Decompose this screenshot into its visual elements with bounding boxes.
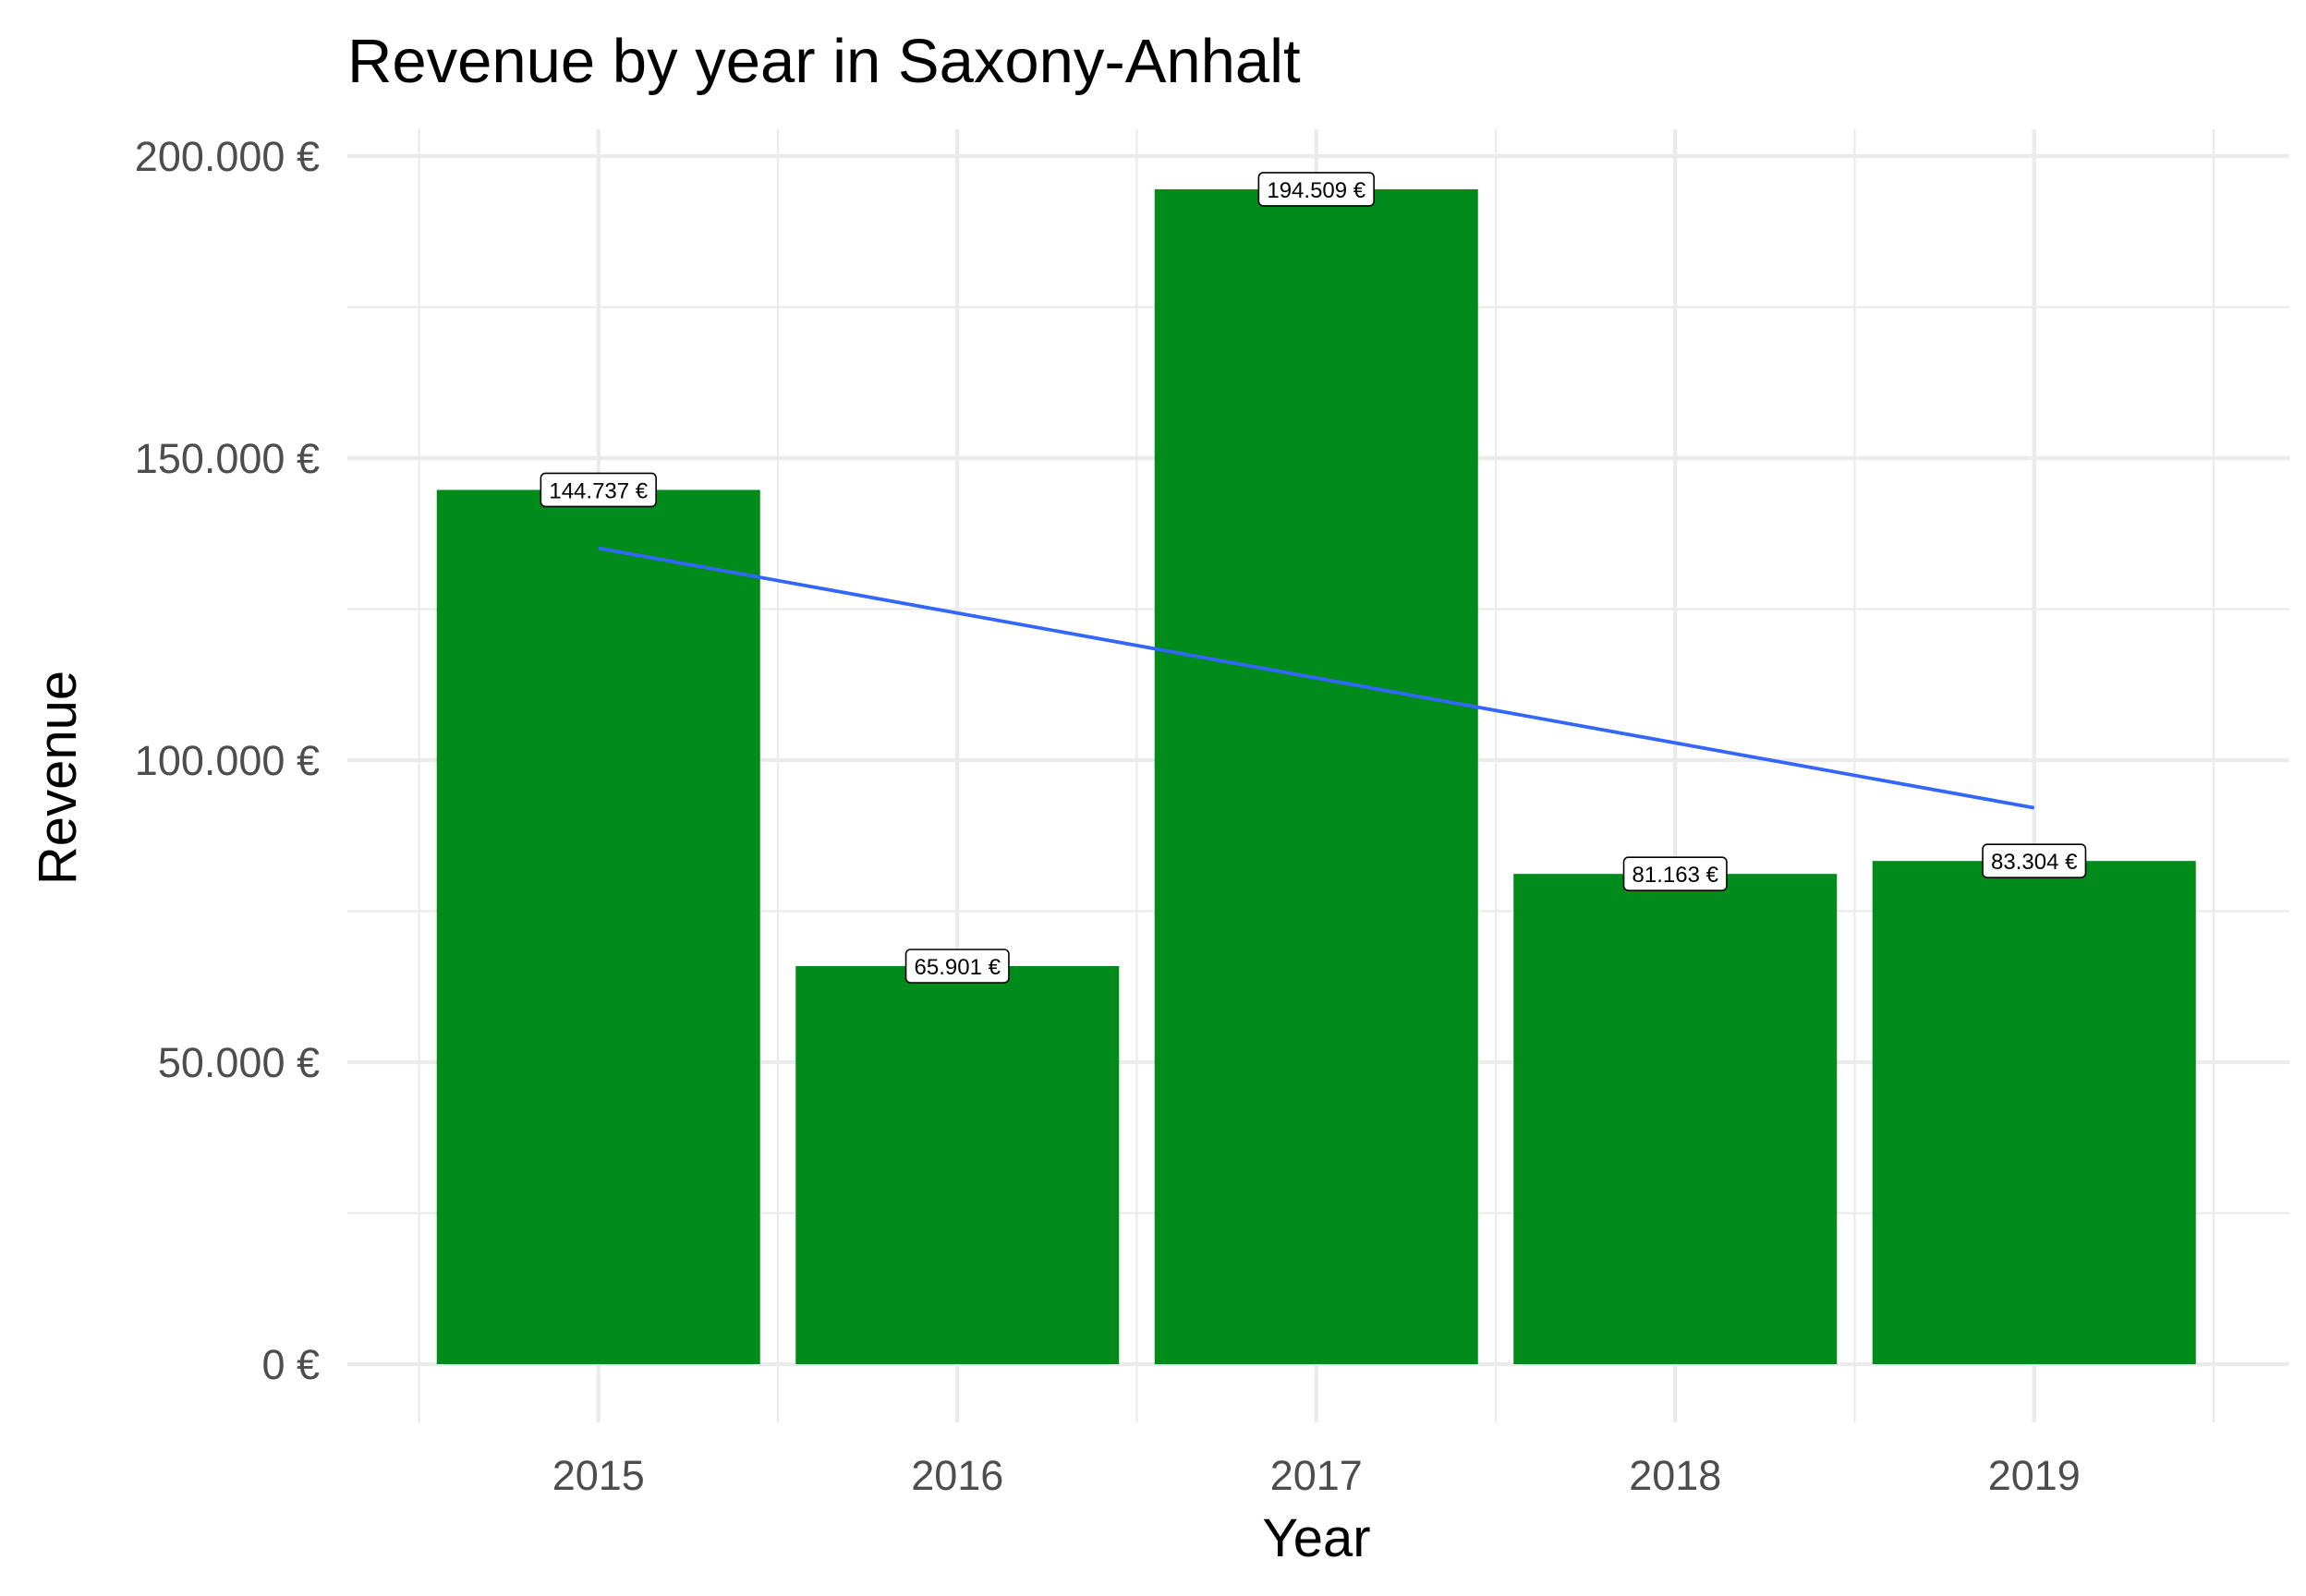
x-axis-ticks: 2015 2016 2017 2018 2019 (552, 1452, 2081, 1499)
data-label-2015: 144.737 € (540, 472, 657, 508)
data-label-2016: 65.901 € (904, 949, 1010, 984)
data-label-text: 83.304 € (1991, 850, 2078, 875)
y-axis-ticks: 0 € 50.000 € 100.000 € 150.000 € 200.000 € (135, 133, 320, 1388)
data-label-2019: 83.304 € (1982, 843, 2087, 878)
y-tick-label: 200.000 € (135, 133, 320, 180)
bar-2016 (795, 966, 1120, 1364)
y-tick-label: 0 € (261, 1341, 320, 1388)
bar-2018 (1513, 874, 1838, 1364)
data-label-box (1982, 843, 2087, 878)
x-tick-label: 2018 (1629, 1452, 1721, 1499)
data-labels: 144.737 € 65.901 € 194.509 € 81.163 € 83.304… (540, 172, 2087, 984)
bar-2017 (1154, 188, 1478, 1364)
data-label-box (904, 949, 1010, 984)
data-label-box (540, 472, 657, 508)
data-label-2017: 194.509 € (1257, 172, 1375, 207)
data-label-text: 81.163 € (1632, 863, 1719, 888)
trend-line (598, 546, 2035, 810)
bar-2019 (1872, 861, 2196, 1364)
data-label-text: 144.737 € (549, 478, 648, 503)
x-tick-label: 2017 (1270, 1452, 1363, 1499)
x-axis-title: Year (1262, 1508, 1370, 1568)
data-label-2018: 81.163 € (1622, 856, 1728, 891)
data-label-text: 194.509 € (1267, 178, 1365, 203)
data-label-text: 65.901 € (915, 955, 1001, 980)
bars (436, 188, 2196, 1364)
x-tick-label: 2019 (1988, 1452, 2081, 1499)
data-label-box (1622, 856, 1728, 891)
data-label-box (1257, 172, 1375, 207)
y-tick-label: 100.000 € (135, 737, 320, 784)
chart-title: Revenue by year in Saxony-Anhalt (347, 27, 1301, 96)
x-tick-label: 2016 (911, 1452, 1003, 1499)
trend-line-group (598, 546, 2035, 810)
y-tick-label: 150.000 € (135, 435, 320, 482)
bar-2015 (436, 490, 760, 1364)
y-tick-label: 50.000 € (158, 1039, 320, 1086)
x-tick-label: 2015 (552, 1452, 645, 1499)
y-axis-title: Revenue (28, 671, 88, 885)
